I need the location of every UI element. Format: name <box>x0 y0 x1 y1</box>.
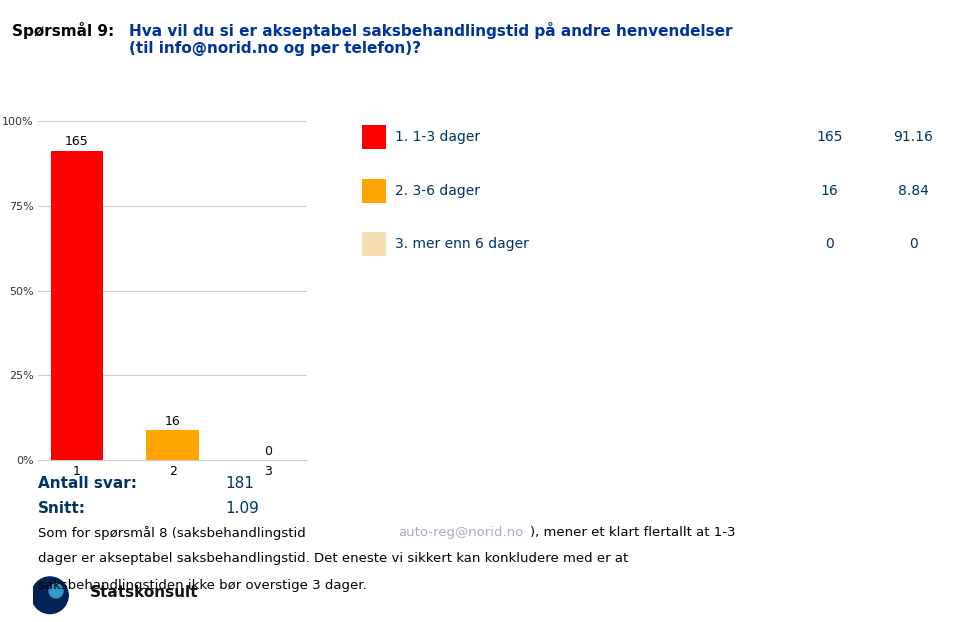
Text: dager er akseptabel saksbehandlingstid. Det eneste vi sikkert kan konkludere med: dager er akseptabel saksbehandlingstid. … <box>38 552 628 565</box>
Text: 8.84: 8.84 <box>898 183 929 198</box>
Bar <box>51 151 104 460</box>
Text: 0: 0 <box>265 445 272 458</box>
Text: Statskonsult: Statskonsult <box>90 585 199 600</box>
Bar <box>363 232 386 256</box>
Text: 165: 165 <box>816 130 843 144</box>
Text: auto-reg@norid.no: auto-reg@norid.no <box>398 526 524 539</box>
Text: 16: 16 <box>821 183 838 198</box>
Text: 1. 1-3 dager: 1. 1-3 dager <box>395 130 480 144</box>
Text: %: % <box>907 81 920 95</box>
Text: 0: 0 <box>825 237 834 251</box>
Text: Snitt:: Snitt: <box>38 501 86 516</box>
Text: Som for spørsmål 8 (saksbehandlingstid: Som for spørsmål 8 (saksbehandlingstid <box>38 526 311 539</box>
Text: 181: 181 <box>225 476 254 491</box>
Text: 0: 0 <box>909 237 918 251</box>
Text: Spørsmål 9:: Spørsmål 9: <box>12 22 114 39</box>
Text: 3. mer enn 6 dager: 3. mer enn 6 dager <box>395 237 528 251</box>
Circle shape <box>32 577 68 613</box>
Text: ll: ll <box>826 91 833 105</box>
Bar <box>363 179 386 203</box>
Text: ), mener et klart flertallt at 1-3: ), mener et klart flertallt at 1-3 <box>530 526 736 539</box>
Text: Hva vil du si er akseptabel saksbehandlingstid på andre henvendelser
(til info@n: Hva vil du si er akseptabel saksbehandli… <box>129 22 733 56</box>
Bar <box>363 125 386 149</box>
Text: 2. 3-6 dager: 2. 3-6 dager <box>395 183 480 198</box>
Text: 16: 16 <box>165 415 180 427</box>
Text: 1.09: 1.09 <box>225 501 259 516</box>
Text: 165: 165 <box>65 135 89 148</box>
Circle shape <box>49 584 63 598</box>
Bar <box>147 430 199 460</box>
Text: Svaralternativ: Svaralternativ <box>368 81 466 95</box>
Text: Antall svar:: Antall svar: <box>38 476 137 491</box>
Text: Anta: Anta <box>813 71 846 85</box>
Text: 91.16: 91.16 <box>894 130 933 144</box>
Text: saksbehandlingstiden ikke bør overstige 3 dager.: saksbehandlingstiden ikke bør overstige … <box>38 579 367 592</box>
